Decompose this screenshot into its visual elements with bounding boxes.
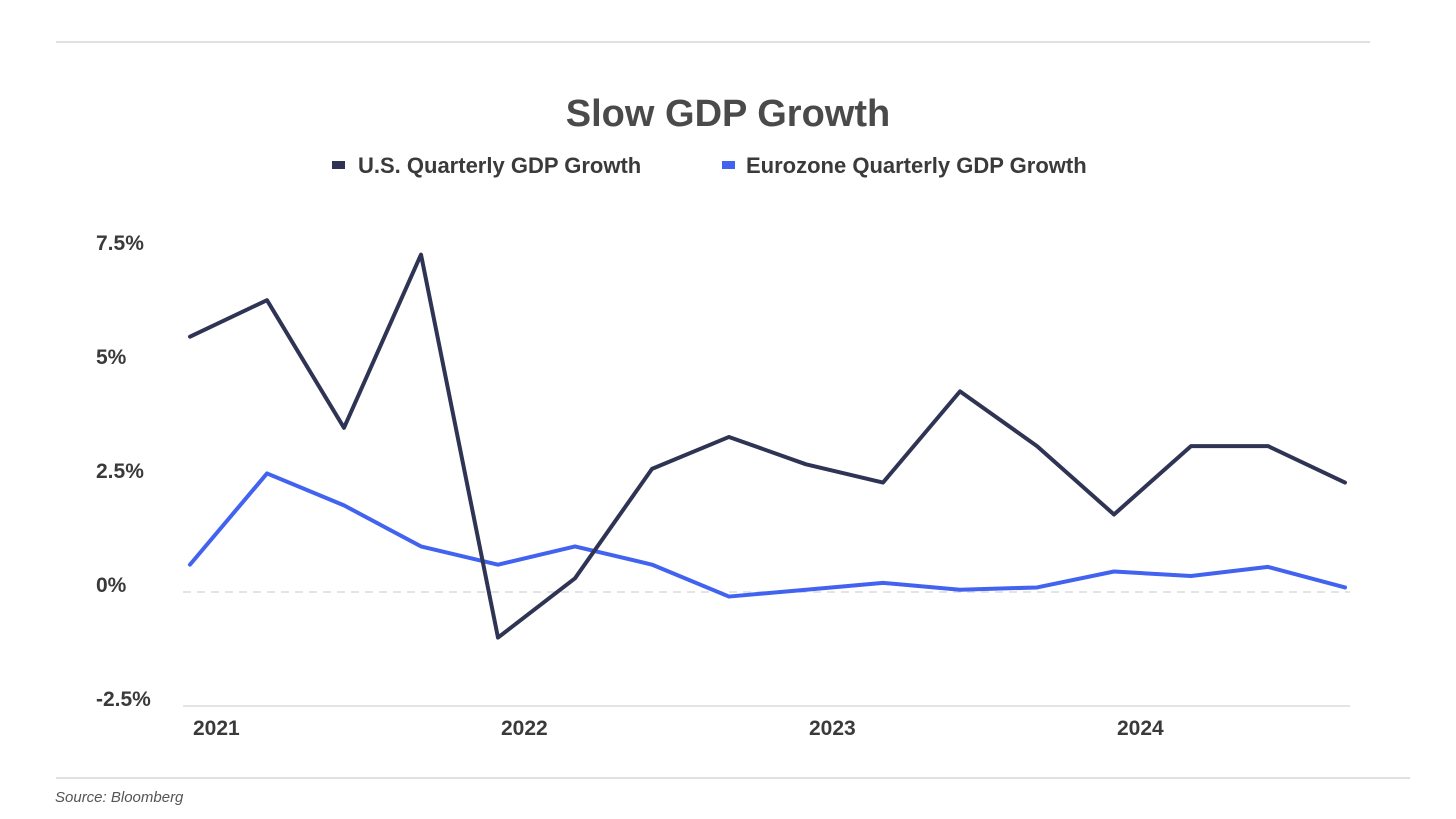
x-tick-label: 2021 (193, 717, 240, 740)
y-tick-label: 0% (96, 574, 127, 597)
y-tick-label: -2.5% (96, 688, 151, 711)
legend-swatch-eurozone (722, 161, 735, 169)
legend-swatch-us (332, 161, 345, 169)
legend-label-us: U.S. Quarterly GDP Growth (358, 153, 641, 178)
chart-title: Slow GDP Growth (566, 93, 890, 135)
series-line-eurozone (188, 471, 1347, 599)
x-tick-label: 2023 (809, 717, 856, 740)
y-tick-label: 7.5% (96, 232, 144, 255)
y-tick-label: 5% (96, 346, 127, 369)
y-tick-label: 2.5% (96, 460, 144, 483)
series-line-us (188, 252, 1347, 640)
legend-label-eurozone: Eurozone Quarterly GDP Growth (746, 153, 1087, 178)
legend: U.S. Quarterly GDP Growth Eurozone Quart… (332, 153, 1087, 178)
x-tick-label: 2024 (1117, 717, 1164, 740)
x-tick-label: 2022 (501, 717, 548, 740)
source-note: Source: Bloomberg (55, 789, 184, 806)
